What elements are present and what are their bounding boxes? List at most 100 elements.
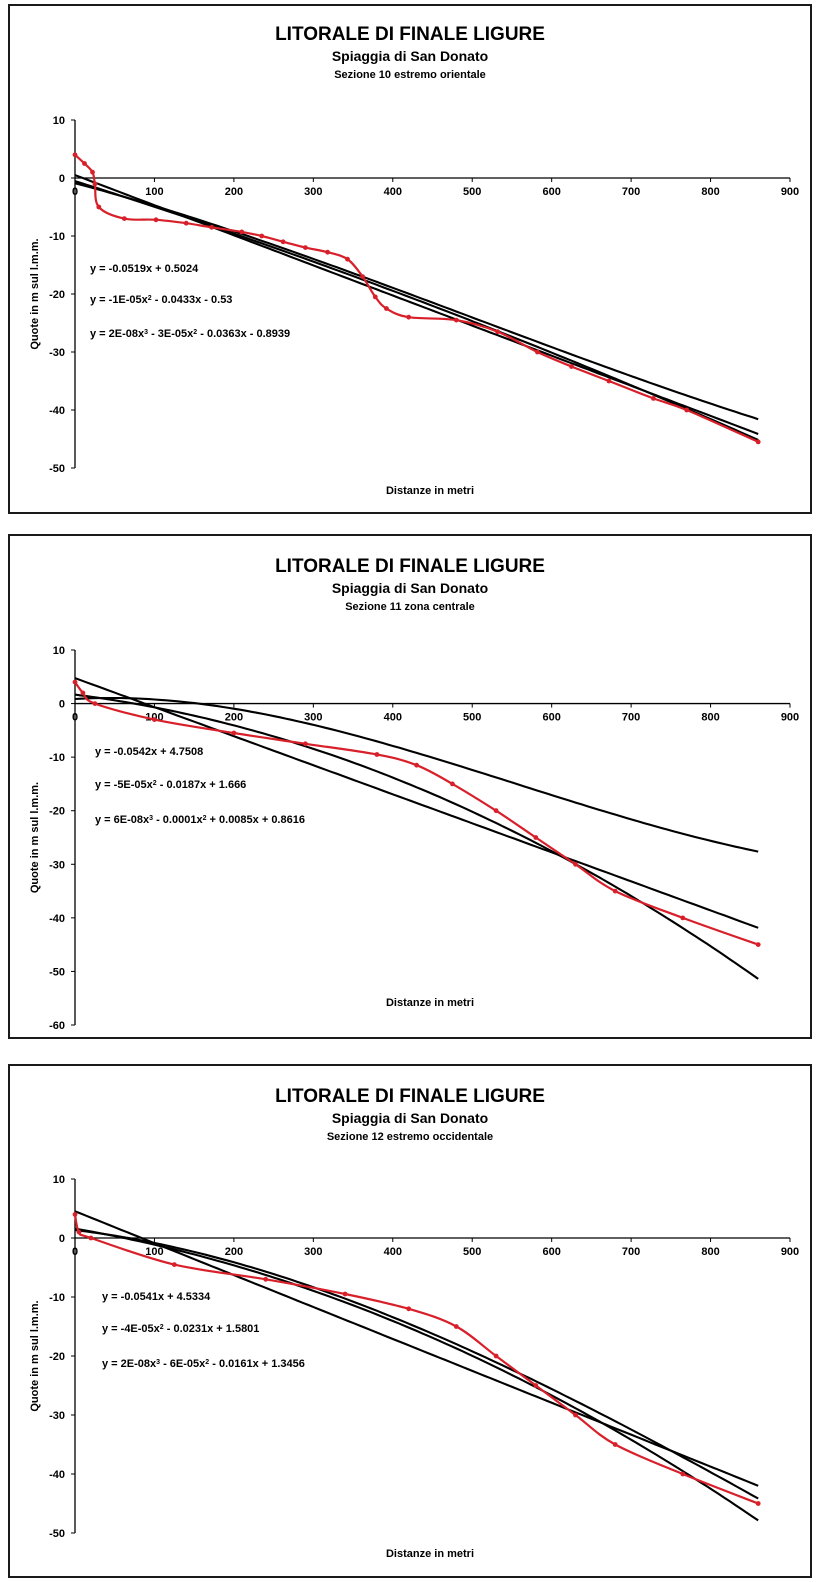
trendline-equation-1: y = -0.0519x + 0.5024	[90, 263, 199, 275]
profile-data-point	[152, 717, 157, 722]
chart-svg: LITORALE DI FINALE LIGURE Spiaggia di San…	[29, 24, 799, 497]
y-tick-label: -60	[49, 1020, 65, 1032]
x-tick-label: 500	[463, 1246, 481, 1258]
x-tick-label: 500	[463, 712, 481, 724]
x-tick-label: 300	[304, 712, 322, 724]
profile-data-point	[450, 781, 455, 787]
profile-data-point	[153, 217, 159, 223]
chart-section-label: Sezione 12 estremo occidentale	[327, 1131, 493, 1143]
trendline-3	[74, 1229, 759, 1500]
x-tick-label: 400	[384, 1246, 402, 1258]
trendline-equation-3: y = 2E-08x3 - 6E-05x2 - 0.0161x + 1.3456	[102, 1358, 305, 1370]
profile-data-point	[345, 256, 350, 262]
profile-data-point	[453, 1324, 459, 1329]
x-tick-label: 600	[542, 712, 560, 724]
profile-data-point	[606, 378, 612, 384]
profile-data-point	[96, 204, 102, 210]
profile-data-point	[533, 835, 539, 840]
y-tick-label: -20	[49, 289, 65, 301]
profile-data-point	[684, 407, 690, 413]
profile-data-point	[303, 245, 308, 251]
profile-data-point	[414, 762, 419, 768]
y-tick-label: -40	[49, 405, 65, 417]
x-tick-label: 200	[225, 1246, 243, 1258]
y-tick-label: 0	[59, 1233, 65, 1245]
y-tick-label: -50	[49, 966, 65, 978]
profile-data-point	[374, 752, 380, 757]
profile-data-point	[453, 317, 459, 323]
profile-data-point	[573, 861, 578, 867]
trendline-3	[74, 696, 759, 853]
profile-data-point	[72, 152, 78, 158]
profile-data-point	[80, 690, 86, 696]
profile-data-point	[755, 1501, 761, 1506]
chart-panel-section-11: LITORALE DI FINALE LIGURE Spiaggia di San…	[8, 534, 812, 1039]
profile-data-point	[406, 1306, 412, 1312]
chart-svg: LITORALE DI FINALE LIGURE Spiaggia di San…	[29, 556, 799, 1032]
profile-data-point	[92, 701, 98, 706]
x-tick-label: 200	[225, 712, 243, 724]
profile-data-point	[92, 181, 98, 187]
x-tick-label: 900	[781, 712, 799, 724]
y-axis-label: Quote in m sul l.m.m.	[29, 1300, 41, 1411]
profile-data-point	[342, 1291, 348, 1297]
trendline-1	[74, 677, 759, 929]
y-tick-label: -10	[49, 231, 65, 243]
y-tick-label: 0	[59, 699, 65, 711]
y-axis-label: Quote in m sul l.m.m.	[29, 782, 41, 893]
profile-data-point	[651, 396, 656, 401]
x-axis-label: Distanze in metri	[386, 997, 474, 1009]
trendline-1	[74, 1210, 759, 1487]
chart-panel-section-12: LITORALE DI FINALE LIGURE Spiaggia di San…	[8, 1064, 812, 1578]
profile-data-point	[88, 1235, 94, 1241]
profile-data-point	[82, 161, 87, 166]
trendline-2	[74, 693, 759, 980]
y-tick-label: -50	[49, 463, 65, 475]
x-tick-label: 700	[622, 1246, 640, 1258]
x-tick-label: 200	[225, 186, 243, 198]
x-tick-label: 300	[304, 186, 322, 198]
profile-data-point	[680, 915, 686, 921]
chart-title: LITORALE DI FINALE LIGURE	[275, 24, 545, 45]
chart-section-label: Sezione 11 zona centrale	[345, 601, 475, 613]
y-tick-label: -40	[49, 913, 65, 925]
x-tick-label: 800	[701, 186, 719, 198]
profile-data-point	[495, 329, 500, 335]
profile-data-point	[90, 169, 95, 175]
x-tick-label: 500	[463, 186, 481, 198]
x-tick-label: 900	[781, 1246, 799, 1258]
trendline-equation-2: y = -1E-05x2 - 0.0433x - 0.53	[90, 294, 232, 306]
profile-data-point	[573, 1412, 578, 1418]
x-tick-label: 300	[304, 1246, 322, 1258]
y-tick-label: -20	[49, 1351, 65, 1363]
x-tick-label: 600	[542, 186, 560, 198]
profile-data-point	[183, 220, 189, 226]
profile-data-point	[263, 1276, 269, 1282]
chart-subtitle: Spiaggia di San Donato	[332, 580, 488, 596]
profile-data-point	[755, 439, 761, 445]
chart-subtitle: Spiaggia di San Donato	[332, 48, 488, 64]
x-tick-label: 800	[701, 712, 719, 724]
y-tick-label: -30	[49, 347, 65, 359]
y-tick-label: -40	[49, 1469, 65, 1481]
x-tick-label: 100	[145, 186, 163, 198]
chart-svg: LITORALE DI FINALE LIGURE Spiaggia di San…	[29, 1086, 799, 1560]
profile-data-point	[680, 1471, 686, 1477]
chart-section-label: Sezione 10 estremo orientale	[334, 69, 486, 81]
profile-data-point	[121, 216, 127, 222]
profile-data-point	[209, 224, 215, 230]
profile-data-point	[280, 239, 286, 245]
x-tick-label: 0	[72, 712, 78, 724]
profile-data-point	[493, 1353, 499, 1359]
trendline-2	[74, 180, 759, 441]
x-tick-label: 0	[72, 186, 78, 198]
x-axis-label: Distanze in metri	[386, 1548, 474, 1560]
x-tick-label: 0	[72, 1246, 78, 1258]
profile-data-point	[171, 1262, 177, 1267]
profile-data-point	[239, 229, 245, 235]
x-tick-label: 100	[145, 1246, 163, 1258]
trendline-equation-3: y = 6E-08x3 - 0.0001x2 + 0.0085x + 0.861…	[95, 814, 305, 826]
x-axis-label: Distanze in metri	[386, 485, 474, 497]
y-tick-label: -10	[49, 1292, 65, 1304]
x-tick-label: 700	[622, 712, 640, 724]
